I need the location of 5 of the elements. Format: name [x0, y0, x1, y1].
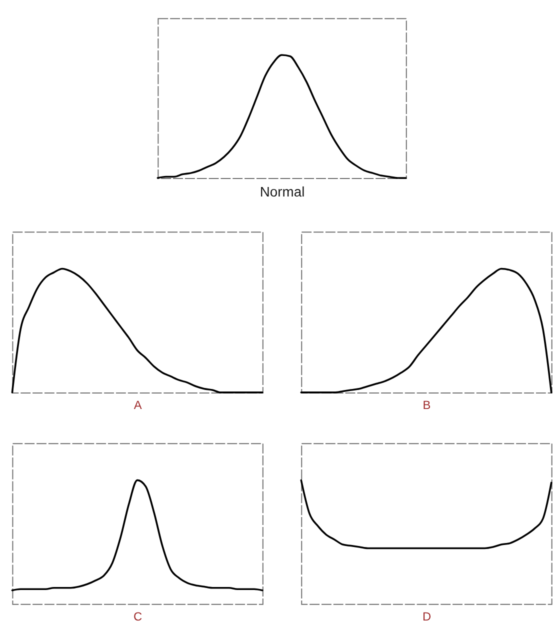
- x-axis-title: Normal: [260, 183, 305, 200]
- x-axis-title: A: [134, 398, 142, 412]
- x-axis-title: D: [422, 609, 432, 624]
- x-axis-title: B: [422, 398, 431, 412]
- x-axis-title: C: [134, 609, 143, 624]
